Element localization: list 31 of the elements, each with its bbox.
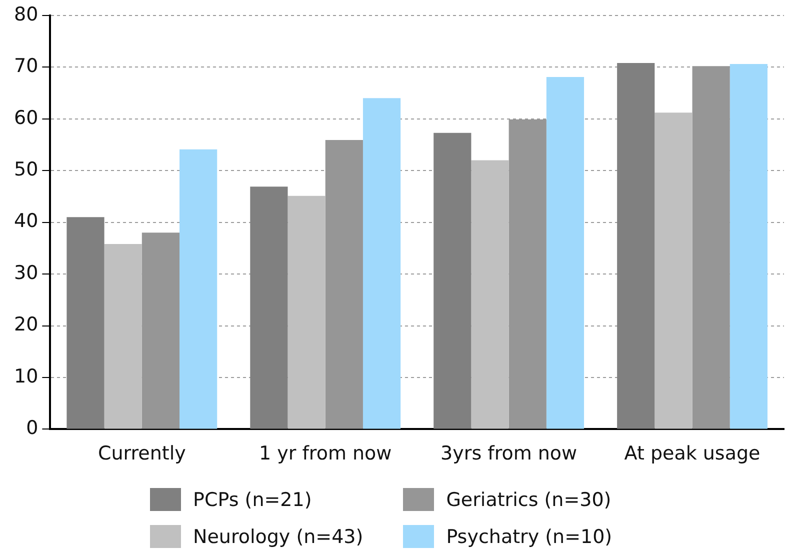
legend-label: Geriatrics (n=30) [446,488,612,510]
x-tick-label: At peak usage [624,442,760,465]
bar [250,186,288,429]
x-tick-label: 1 yr from now [259,442,392,465]
bar [288,196,326,429]
bar [617,62,655,429]
bar [692,66,730,429]
y-tick-label: 80 [14,3,38,26]
y-tick-label: 50 [14,158,38,181]
y-tick-label: 30 [14,262,38,284]
y-tick-label: 70 [14,55,38,78]
bar [104,244,142,429]
y-tick-label: 60 [14,106,38,129]
bar [66,217,104,429]
y-tick-label: 10 [14,365,38,388]
bar [434,132,472,429]
bar [546,76,584,429]
x-tick-label: Currently [98,442,186,465]
y-tick-label: 0 [26,417,38,440]
bar [362,98,401,429]
legend-label: Psychatry (n=10) [446,526,612,548]
bar [180,149,218,429]
bar [654,112,692,429]
y-tick-label: 40 [14,210,38,232]
x-tick-label: 3yrs from now [440,442,578,465]
bar [730,64,768,429]
bar [142,232,180,429]
legend-label: Neurology (n=43) [193,526,364,548]
legend-label: PCPs (n=21) [193,488,312,510]
bar [471,160,509,429]
y-tick-label: 20 [14,314,38,336]
